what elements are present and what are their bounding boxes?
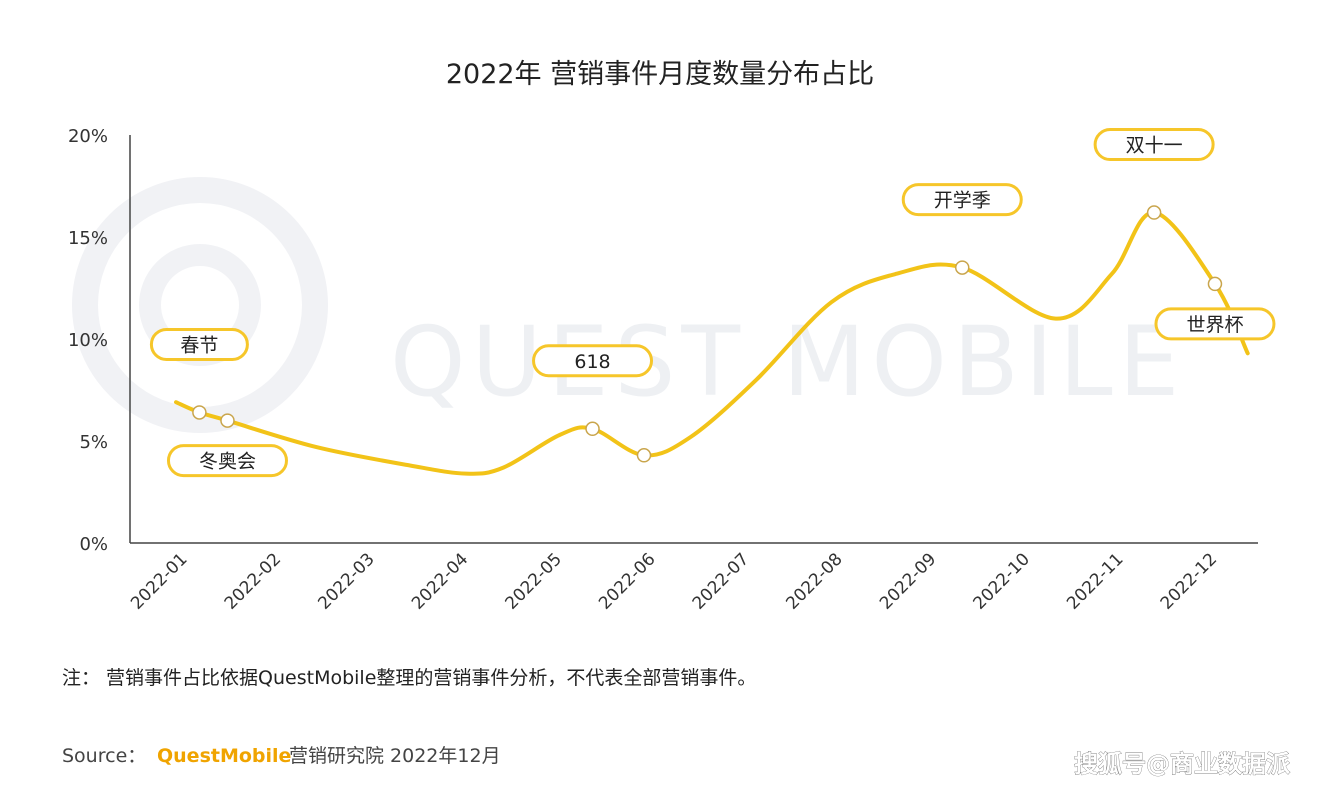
x-tick-label: 2022-10 (970, 549, 1034, 613)
event-label-box (532, 344, 654, 378)
y-tick-label: 20% (68, 126, 108, 147)
event-markers (192, 205, 1223, 463)
event-label-box (1093, 128, 1215, 162)
event-point (585, 421, 600, 437)
source-detail: 营销研究院 2022年12月 (289, 745, 501, 767)
corner-watermark: 搜狐号@商业数据派 (1074, 750, 1290, 778)
event-label-box (149, 327, 249, 361)
y-tick-label: 15% (68, 228, 108, 249)
x-tick-label: 2022-09 (876, 549, 940, 613)
y-tick-label: 10% (68, 330, 108, 351)
event-label: 开学季 (901, 183, 1023, 217)
event-label-text: 春节 (180, 334, 218, 356)
background-watermark: QUEST MOBILE (72, 177, 1185, 433)
x-tick-label: 2022-03 (314, 549, 378, 613)
event-label-box (1154, 307, 1276, 341)
x-tick-label: 2022-12 (1157, 549, 1221, 613)
x-tick-label: 2022-06 (595, 549, 659, 613)
x-tick-label: 2022-08 (782, 549, 846, 613)
y-axis-ticks: 0% 5% 10% 15% 20% (68, 126, 108, 555)
y-tick-label: 5% (79, 432, 108, 453)
x-tick-label: 2022-02 (221, 549, 285, 613)
event-label: 世界杯 (1154, 307, 1276, 341)
x-tick-label: 2022-05 (502, 549, 566, 613)
x-tick-label: 2022-04 (408, 549, 472, 613)
event-label: 618 (532, 344, 654, 378)
event-label-text: 冬奥会 (199, 451, 256, 473)
event-label-box (166, 444, 288, 478)
event-label: 双十一 (1093, 128, 1215, 162)
chart-note: 注： 营销事件占比依据QuestMobile整理的营销事件分析，不代表全部营销事… (62, 667, 756, 689)
source-brand: QuestMobile (157, 745, 291, 767)
watermark-text: QUEST MOBILE (390, 306, 1185, 418)
event-point (636, 448, 652, 463)
chart-title: 2022年 营销事件月度数量分布占比 (446, 59, 874, 90)
y-tick-label: 0% (79, 534, 108, 555)
event-point (954, 260, 970, 275)
event-point (192, 405, 207, 420)
event-label-text: 世界杯 (1186, 314, 1243, 336)
source-line: Source： QuestMobile 营销研究院 2022年12月 (62, 745, 501, 767)
event-label-text: 双十一 (1126, 135, 1183, 157)
event-label-box (901, 183, 1023, 217)
x-axis-ticks: 2022-01 2022-02 2022-03 2022-04 2022-05 2022-… (127, 549, 1221, 613)
event-label-text: 开学季 (934, 190, 991, 212)
x-tick-label: 2022-11 (1063, 549, 1127, 613)
event-label-text: 618 (574, 351, 610, 373)
event-label: 春节 (149, 327, 249, 361)
event-point (1146, 205, 1162, 220)
series-line (174, 210, 1250, 476)
event-label: 冬奥会 (166, 444, 288, 478)
x-tick-label: 2022-07 (689, 549, 753, 613)
event-point (1207, 276, 1223, 292)
x-tick-label: 2022-01 (127, 549, 191, 613)
source-label: Source： (62, 745, 146, 767)
event-point (220, 413, 235, 428)
